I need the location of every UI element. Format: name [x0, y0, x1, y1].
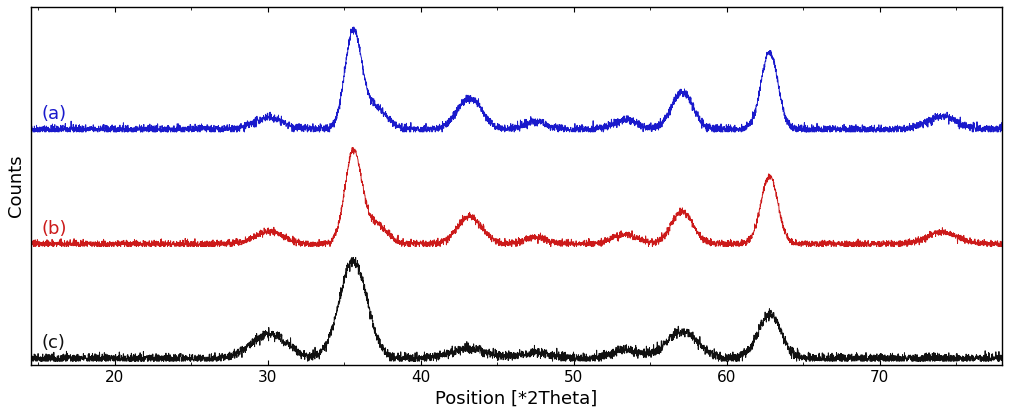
Text: (a): (a)	[41, 105, 67, 123]
Text: (c): (c)	[41, 334, 66, 352]
Y-axis label: Counts: Counts	[7, 154, 25, 217]
X-axis label: Position [*2Theta]: Position [*2Theta]	[435, 390, 597, 408]
Text: (b): (b)	[41, 220, 67, 238]
